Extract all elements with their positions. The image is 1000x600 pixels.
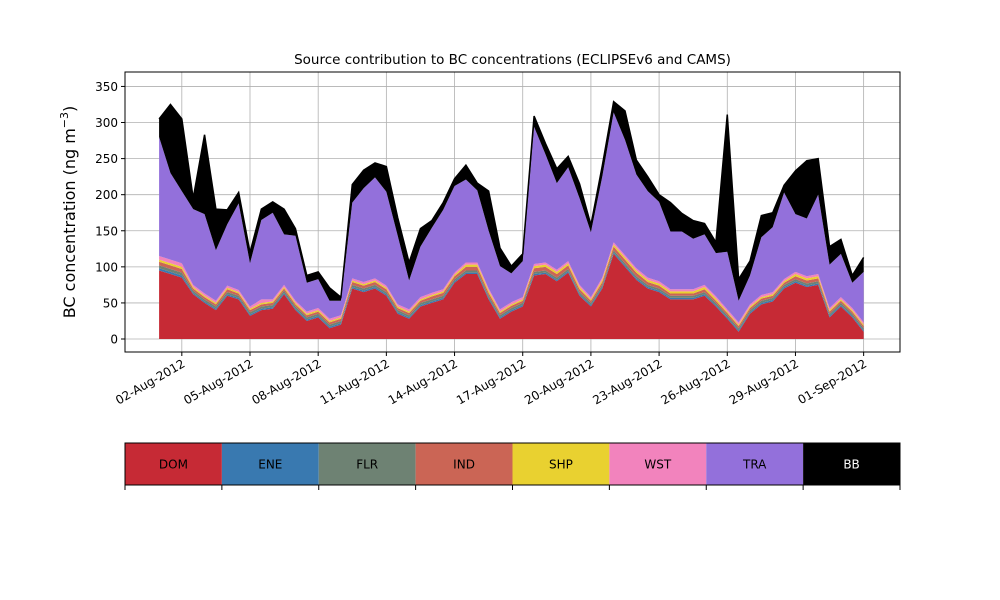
legend-colorbar: DOM ENE FLR IND SHP WST TRA BB (124, 442, 901, 490)
total-line (158, 100, 865, 299)
y-tick-label: 100 (95, 260, 118, 274)
legend-label-dom: DOM (159, 458, 188, 472)
legend-swatch-ene (221, 443, 319, 485)
legend-swatch-ind (415, 443, 513, 485)
legend-label-bb: BB (843, 458, 859, 472)
legend-label-flr: FLR (356, 458, 378, 472)
y-tick-label: 200 (95, 188, 118, 202)
y-tick-label: 50 (103, 296, 118, 310)
plot-area-frame (124, 71, 901, 353)
legend-label-tra: TRA (742, 458, 767, 472)
legend-swatch-bb (803, 443, 900, 485)
y-axis-label-text: BC concentration (ng m (60, 128, 79, 318)
y-tick-label: 300 (95, 116, 118, 130)
legend-swatch-dom (125, 443, 222, 485)
y-tick-label: 350 (95, 80, 118, 94)
area-dom (159, 253, 864, 340)
area-bb (159, 101, 864, 301)
y-tick-label: 0 (110, 333, 118, 347)
stacked-area-series (159, 101, 864, 340)
y-tick-label: 150 (95, 224, 118, 238)
legend-label-wst: WST (644, 458, 671, 472)
legend-swatch-flr (318, 443, 416, 485)
legend-label-shp: SHP (549, 458, 573, 472)
y-axis-label-exponent: −3 (58, 112, 71, 128)
legend-label-ene: ENE (258, 458, 282, 472)
y-axis-ticks: 0 50 100 150 200 250 300 350 (95, 80, 125, 347)
legend-swatch-shp (512, 443, 610, 485)
chart-title: Source contribution to BC concentrations… (294, 52, 731, 68)
legend-swatch-wst (609, 443, 707, 485)
y-tick-label: 250 (95, 152, 118, 166)
y-axis-label-close: ) (60, 106, 79, 112)
total-outline (158, 100, 865, 299)
legend-label-ind: IND (453, 458, 475, 472)
y-axis-label: BC concentration (ng m−3) (58, 106, 79, 319)
legend-swatch-tra (706, 443, 804, 485)
area-tra (159, 112, 864, 323)
